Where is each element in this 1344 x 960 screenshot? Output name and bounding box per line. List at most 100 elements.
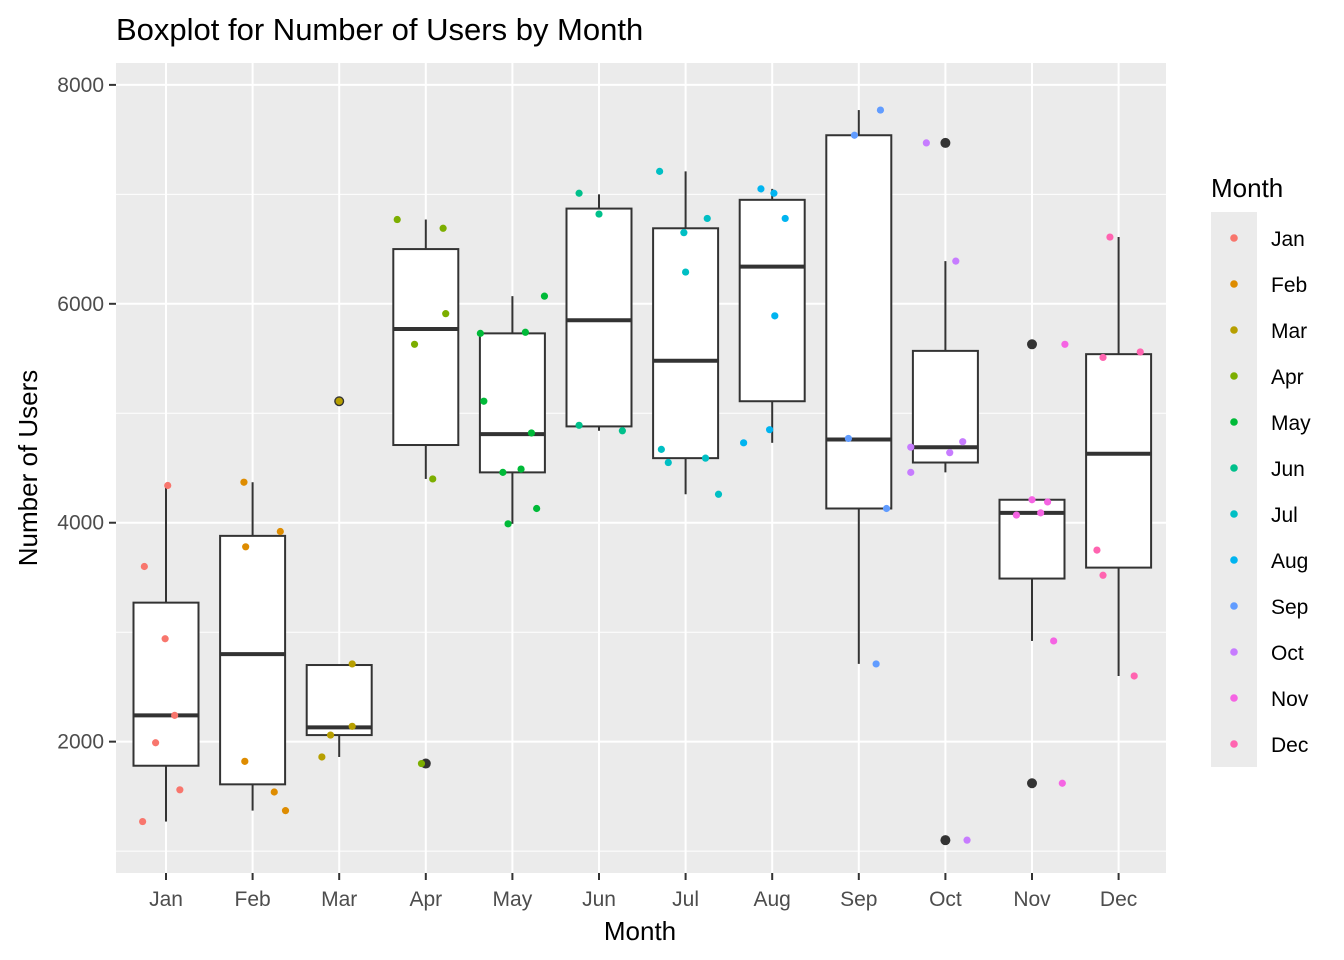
legend-label: Feb — [1271, 274, 1307, 297]
data-point-jan — [140, 562, 148, 571]
data-point-jun — [575, 421, 583, 429]
legend-item-jun: Jun — [1230, 458, 1305, 481]
legend-item-sep: Sep — [1230, 596, 1308, 619]
legend-item-dec: Dec — [1230, 734, 1308, 757]
data-point-may — [517, 465, 525, 473]
data-point-apr — [439, 224, 447, 232]
x-tick-label: Jul — [672, 888, 699, 911]
x-tick-label: Sep — [840, 888, 877, 911]
legend-swatch — [1230, 694, 1238, 702]
legend-item-may: May — [1230, 412, 1311, 435]
data-point-mar — [326, 731, 335, 739]
data-point-sep — [882, 504, 891, 513]
data-point-dec — [1099, 571, 1107, 579]
data-point-apr — [410, 340, 419, 348]
data-point-jan — [139, 817, 147, 826]
data-point-may — [480, 397, 488, 405]
data-point-jul — [703, 214, 711, 223]
data-point-mar — [335, 397, 343, 405]
legend-label: Dec — [1271, 734, 1308, 757]
data-point-mar — [348, 722, 356, 730]
data-point-nov — [1061, 340, 1069, 348]
box-sep — [825, 110, 893, 664]
data-point-may — [499, 468, 507, 476]
legend-label: May — [1271, 412, 1311, 435]
x-tick-label: Aug — [754, 888, 791, 911]
legend-label: Aug — [1271, 550, 1308, 573]
data-point-nov — [1043, 498, 1052, 506]
data-point-nov — [1037, 509, 1045, 517]
data-point-feb — [241, 757, 249, 765]
outlier-point — [940, 835, 951, 846]
box-body — [825, 134, 893, 510]
data-point-sep — [844, 434, 853, 443]
legend-label: Jul — [1271, 504, 1298, 527]
box-body — [565, 207, 633, 428]
y-tick-label: 4000 — [57, 512, 104, 535]
data-point-jan — [171, 711, 179, 719]
legend-label: Jan — [1271, 228, 1305, 251]
data-point-dec — [1093, 546, 1101, 554]
box-body — [652, 227, 720, 460]
legend-label: Nov — [1271, 688, 1309, 711]
data-point-mar — [318, 753, 326, 761]
legend: Month Jan Feb Mar Apr May Jun Jul Aug Sep Oct Nov D… — [1211, 173, 1311, 767]
data-point-jun — [618, 427, 626, 435]
box-body — [1085, 353, 1153, 569]
boxes-layer — [132, 110, 1153, 846]
box-body — [738, 198, 806, 403]
box-dec — [1085, 237, 1153, 676]
legend-swatch — [1230, 418, 1238, 426]
x-tick-label: Mar — [321, 888, 357, 911]
data-point-jun — [575, 189, 583, 197]
x-tick-label: Dec — [1100, 888, 1137, 911]
legend-swatch — [1230, 234, 1238, 242]
box-may — [478, 296, 546, 524]
box-jun — [565, 194, 633, 431]
data-point-jan — [161, 635, 169, 643]
legend-title: Month — [1211, 173, 1283, 203]
data-point-apr — [429, 475, 437, 483]
x-tick-label: Nov — [1013, 888, 1051, 911]
data-point-dec — [1106, 233, 1114, 241]
legend-swatch — [1230, 280, 1238, 288]
legend-label: Oct — [1271, 642, 1304, 665]
data-point-apr — [417, 759, 426, 768]
x-axis: Jan Feb Mar Apr May Jun Jul Aug Sep Oct Nov Dec — [149, 873, 1137, 911]
data-point-jun — [595, 210, 603, 218]
outlier-point — [940, 137, 951, 148]
data-point-sep — [850, 131, 859, 139]
legend-label: Mar — [1271, 320, 1307, 343]
legend-item-jan: Jan — [1230, 228, 1305, 251]
jitter-points-layer — [139, 106, 1144, 844]
data-point-may — [504, 520, 512, 528]
data-point-sep — [872, 660, 880, 668]
x-tick-label: Feb — [235, 888, 271, 911]
data-point-aug — [781, 214, 789, 223]
data-point-jul — [701, 454, 710, 462]
x-tick-label: Oct — [929, 888, 962, 911]
legend-item-mar: Mar — [1230, 320, 1307, 343]
legend-label: Apr — [1271, 366, 1304, 389]
chart-title: Boxplot for Number of Users by Month — [116, 12, 643, 47]
box-feb — [219, 482, 287, 811]
data-point-nov — [1058, 779, 1066, 787]
data-point-oct — [963, 836, 971, 844]
data-point-apr — [393, 215, 401, 224]
legend-key-background — [1211, 212, 1257, 767]
data-point-may — [527, 429, 536, 437]
data-point-oct — [907, 468, 915, 476]
y-axis-title: Number of Users — [13, 370, 43, 567]
box-body — [219, 534, 287, 786]
data-point-nov — [1028, 496, 1036, 504]
legend-swatch — [1230, 602, 1238, 610]
data-point-feb — [270, 788, 278, 796]
data-point-mar — [348, 660, 356, 668]
legend-label: Sep — [1271, 596, 1308, 619]
plot-panel — [116, 63, 1166, 873]
legend-item-apr: Apr — [1230, 366, 1304, 389]
box-nov — [998, 339, 1066, 789]
outlier-point — [1027, 778, 1037, 789]
data-point-may — [540, 292, 549, 300]
data-point-may — [521, 328, 529, 336]
